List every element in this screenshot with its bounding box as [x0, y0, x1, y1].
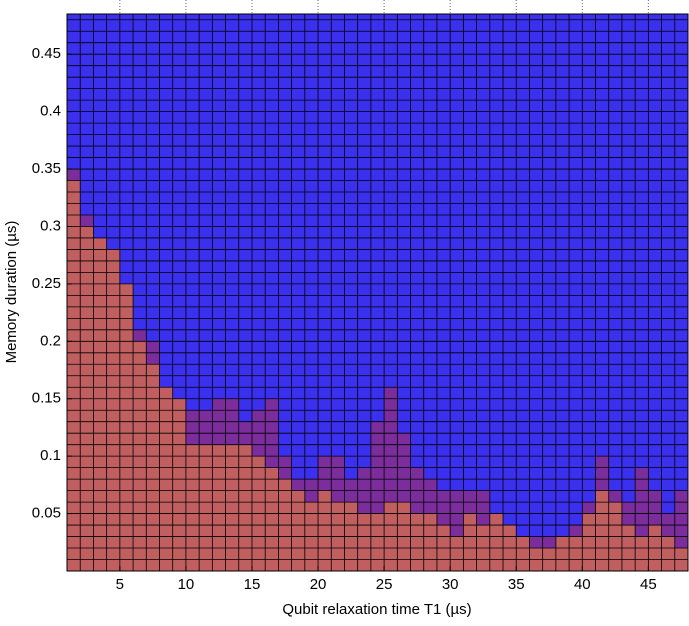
region-column	[569, 536, 583, 571]
region-column	[516, 536, 530, 571]
region-column	[265, 467, 279, 571]
x-tick-label: 45	[640, 576, 657, 593]
y-tick-label: 0.1	[40, 447, 61, 464]
region-column	[450, 536, 464, 571]
x-tick-label: 10	[178, 576, 195, 593]
x-tick-label: 35	[508, 576, 525, 593]
region-column	[595, 490, 609, 571]
x-tick-label: 30	[442, 576, 459, 593]
x-tick-label: 5	[116, 576, 124, 593]
region-column	[199, 444, 213, 571]
region-column	[93, 237, 107, 571]
region-column	[555, 536, 570, 571]
y-tick-label: 0.2	[40, 332, 61, 349]
region-column	[238, 444, 252, 571]
y-tick-label: 0.15	[32, 390, 61, 407]
y-axis-label: Memory duration (µs)	[3, 221, 20, 364]
region-column	[225, 444, 239, 571]
region-column	[423, 513, 437, 571]
region-column	[119, 283, 134, 571]
region-column	[463, 513, 477, 571]
plot-frame	[66, 13, 689, 572]
y-tick-label: 0.45	[32, 45, 61, 62]
x-tick-label: 40	[574, 576, 591, 593]
x-axis-label: Qubit relaxation time T1 (µs)	[282, 601, 471, 618]
region-column	[212, 444, 226, 571]
y-tick-label: 0.35	[32, 160, 61, 177]
y-tick-label: 0.25	[32, 275, 61, 292]
x-tick-label: 25	[376, 576, 393, 593]
x-tick-label: 20	[310, 576, 327, 593]
y-tick-label: 0.3	[40, 217, 61, 234]
x-tick-label: 15	[244, 576, 261, 593]
region-column	[370, 513, 385, 571]
region-column	[185, 444, 200, 571]
region-column	[635, 536, 649, 571]
y-tick-label: 0.4	[40, 103, 61, 120]
region-column	[582, 513, 596, 571]
region-column	[318, 490, 332, 571]
region-column	[357, 513, 371, 571]
region-column	[172, 398, 186, 571]
region-column	[410, 513, 424, 571]
region-column	[291, 490, 305, 571]
region-column	[489, 513, 504, 571]
region-column	[661, 536, 675, 571]
y-tick-label: 0.05	[32, 505, 61, 522]
